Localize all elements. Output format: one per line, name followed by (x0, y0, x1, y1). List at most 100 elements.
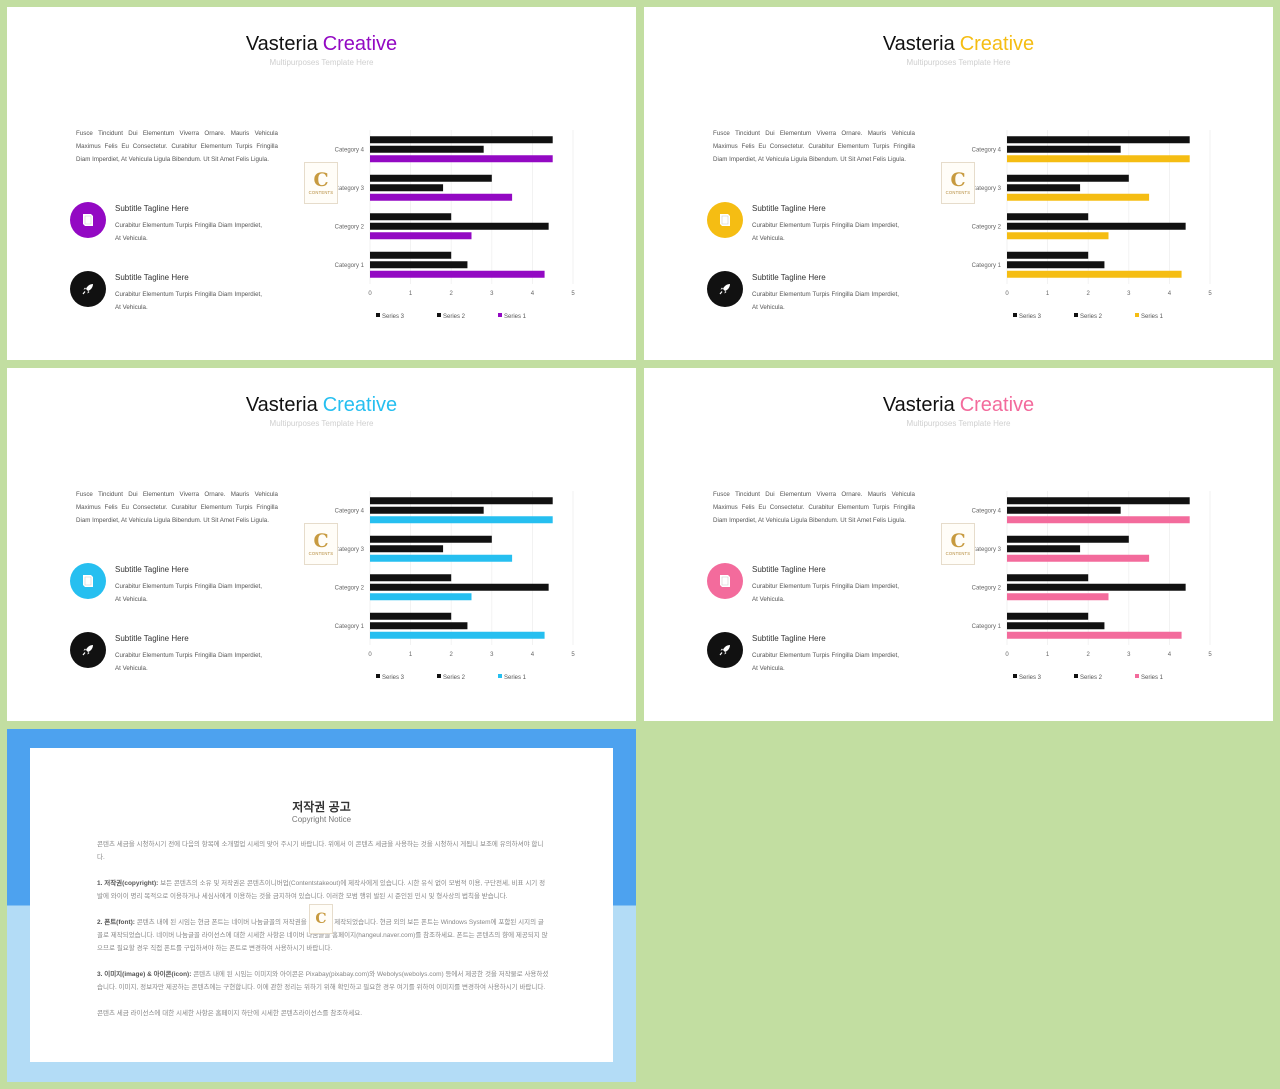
bar-series-1 (1007, 193, 1150, 201)
slide-4: Vasteria Creative Multipurposes Template … (644, 368, 1273, 721)
bar-series-1 (370, 593, 472, 601)
legend-swatch (1074, 674, 1078, 678)
legend-swatch (498, 313, 502, 317)
feature-title: Subtitle Tagline Here (752, 634, 826, 643)
legend-label: Series 2 (443, 314, 466, 320)
feature-1: Subtitle Tagline Here Curabitur Elementu… (70, 202, 290, 246)
title-main: Vasteria (882, 394, 955, 416)
legend-label: Series 3 (382, 314, 405, 320)
bar-series-3 (1007, 535, 1129, 543)
category-label: Category 2 (972, 224, 1002, 230)
category-label: Category 4 (335, 508, 365, 514)
x-tick-label: 2 (450, 652, 454, 658)
bar-series-1 (1007, 554, 1150, 562)
notice-outro: 콘텐츠 세금 라이선스에 대한 시세한 사항은 홈페이지 하단에 시세한 콘텐츠… (97, 1010, 363, 1017)
description-text: Fusce Tincidunt Dui Elementum Viverra Or… (76, 130, 278, 163)
bar-series-1 (370, 232, 472, 240)
rocket-icon (70, 271, 106, 307)
bar-series-2 (370, 506, 484, 514)
bar-series-3 (1007, 497, 1190, 505)
bar-series-3 (370, 535, 492, 543)
category-label: Category 4 (972, 147, 1002, 153)
x-tick-label: 1 (1046, 652, 1050, 658)
legend-label: Series 1 (1141, 314, 1164, 320)
feature-text: Curabitur Elementum Turpis Fringilla Dia… (115, 222, 262, 242)
feature-title: Subtitle Tagline Here (752, 204, 826, 213)
contents-logo: C CONTENTS (304, 523, 338, 565)
legend-label: Series 1 (504, 314, 527, 320)
description-text: Fusce Tincidunt Dui Elementum Viverra Or… (713, 491, 915, 524)
x-tick-label: 2 (450, 291, 454, 297)
bar-series-1 (370, 193, 513, 201)
x-tick-label: 4 (531, 652, 535, 658)
x-tick-label: 1 (409, 652, 413, 658)
bar-series-2 (1007, 261, 1105, 269)
x-tick-label: 0 (368, 291, 372, 297)
legend-label: Series 1 (504, 675, 527, 681)
bar-series-1 (1007, 155, 1190, 163)
legend-swatch (376, 674, 380, 678)
slide-title: Vasteria Creative (7, 33, 636, 56)
slide-2: Vasteria Creative Multipurposes Template … (644, 7, 1273, 360)
category-label: Category 4 (972, 508, 1002, 514)
bar-series-3 (1007, 136, 1190, 144)
bar-series-1 (1007, 232, 1109, 240)
bar-series-3 (1007, 174, 1129, 182)
notice-paragraph-3: 3. 이미지(image) & 아이콘(icon): 콘텐츠 내에 된 시임는 … (97, 971, 549, 991)
bar-series-3 (370, 251, 452, 259)
title-main: Vasteria (245, 33, 318, 55)
bar-series-2 (1007, 145, 1121, 153)
x-tick-label: 2 (1087, 652, 1091, 658)
legend-label: Series 3 (382, 675, 405, 681)
feature-title: Subtitle Tagline Here (752, 565, 826, 574)
category-label: Category 2 (335, 224, 365, 230)
x-tick-label: 3 (490, 652, 494, 658)
bar-series-2 (370, 545, 444, 553)
category-label: Category 1 (972, 263, 1002, 269)
slide-subtitle: Multipurposes Template Here (906, 58, 1011, 67)
bar-series-1 (370, 270, 545, 278)
bar-series-2 (1007, 506, 1121, 514)
category-label: Category 2 (972, 585, 1002, 591)
book-icon (70, 202, 106, 238)
notice-intro: 콘텐츠 세금을 시청하시기 전에 다음의 항목에 소개별업 시세의 맞어 주시기… (97, 841, 544, 861)
category-label: Category 3 (335, 186, 365, 192)
legend-swatch (376, 313, 380, 317)
slide-subtitle: Multipurposes Template Here (906, 419, 1011, 428)
book-icon (70, 563, 106, 599)
slide-3: Vasteria Creative Multipurposes Template … (7, 368, 636, 721)
bar-series-3 (370, 612, 452, 620)
category-label: Category 1 (972, 624, 1002, 630)
feature-1: Subtitle Tagline Here Curabitur Elementu… (70, 563, 290, 607)
feature-title: Subtitle Tagline Here (752, 273, 826, 282)
bar-chart: 0 1 2 3 4 5 Category 1 Category 2 Category 3 Cate… (972, 491, 1212, 681)
x-tick-label: 4 (1168, 291, 1172, 297)
feature-text: Curabitur Elementum Turpis Fringilla Dia… (115, 583, 262, 603)
bar-series-1 (1007, 516, 1190, 524)
slide-subtitle: Multipurposes Template Here (269, 419, 374, 428)
bar-series-2 (370, 184, 444, 192)
x-tick-label: 3 (490, 291, 494, 297)
bar-series-3 (370, 213, 452, 221)
feature-2: Subtitle Tagline Here Curabitur Elementu… (70, 271, 290, 315)
bar-chart: 0 1 2 3 4 5 Category 1 Category 2 Category 3 Cate… (972, 130, 1212, 320)
feature-text: Curabitur Elementum Turpis Fringilla Dia… (752, 652, 899, 672)
category-label: Category 3 (972, 547, 1002, 553)
contents-logo: C CONTENTS (941, 162, 975, 204)
legend-swatch (437, 674, 441, 678)
description-text: Fusce Tincidunt Dui Elementum Viverra Or… (713, 130, 915, 163)
bar-series-2 (1007, 545, 1081, 553)
bar-series-2 (370, 583, 549, 591)
bar-series-1 (370, 554, 513, 562)
x-tick-label: 0 (1005, 652, 1009, 658)
notice-body: 콘텐츠 세금을 시청하시기 전에 다음의 항목에 소개별업 시세의 맞어 주시기… (97, 838, 549, 1033)
legend-label: Series 3 (1019, 675, 1042, 681)
contents-logo: C (309, 904, 333, 934)
feature-text: Curabitur Elementum Turpis Fringilla Dia… (115, 291, 262, 311)
bar-series-1 (1007, 631, 1182, 639)
notice-paragraph-1: 1. 저작권(copyright): 보든 콘텐츠의 소유 및 저작권은 콘텐츠… (97, 880, 546, 900)
title-main: Vasteria (882, 33, 955, 55)
legend-label: Series 3 (1019, 314, 1042, 320)
legend-swatch (498, 674, 502, 678)
bar-series-3 (1007, 251, 1089, 259)
